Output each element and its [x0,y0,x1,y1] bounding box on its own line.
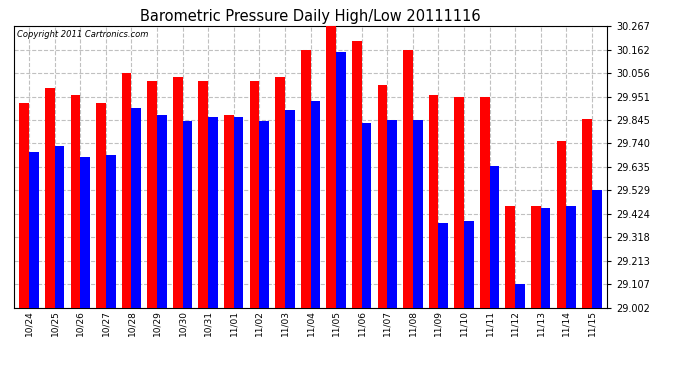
Bar [234,117,244,308]
Bar [45,88,55,308]
Bar [541,208,551,308]
Bar [250,81,259,308]
Bar [413,120,422,308]
Bar [29,152,39,308]
Bar [362,123,371,308]
Bar [387,120,397,308]
Bar [489,166,500,308]
Bar [377,86,387,308]
Bar [285,110,295,308]
Bar [592,190,602,308]
Bar [480,96,489,308]
Bar [224,114,234,308]
Bar [566,206,576,308]
Bar [464,221,473,308]
Bar [121,73,132,308]
Bar [310,101,320,308]
Bar [132,108,141,308]
Bar [531,206,541,308]
Bar [438,224,448,308]
Bar [301,50,310,308]
Bar [557,141,566,308]
Bar [173,77,183,308]
Bar [55,146,64,308]
Bar [403,50,413,308]
Bar [454,96,464,308]
Bar [96,103,106,308]
Bar [19,103,29,308]
Title: Barometric Pressure Daily High/Low 20111116: Barometric Pressure Daily High/Low 20111… [140,9,481,24]
Bar [326,26,336,308]
Bar [157,114,167,308]
Bar [515,284,525,308]
Bar [208,117,218,308]
Bar [147,81,157,308]
Bar [80,157,90,308]
Bar [106,154,116,308]
Bar [336,52,346,308]
Bar [352,41,362,308]
Text: Copyright 2011 Cartronics.com: Copyright 2011 Cartronics.com [17,30,148,39]
Bar [275,77,285,308]
Bar [183,121,193,308]
Bar [582,119,592,308]
Bar [259,121,269,308]
Bar [428,94,438,308]
Bar [505,206,515,308]
Bar [199,81,208,308]
Bar [70,94,80,308]
